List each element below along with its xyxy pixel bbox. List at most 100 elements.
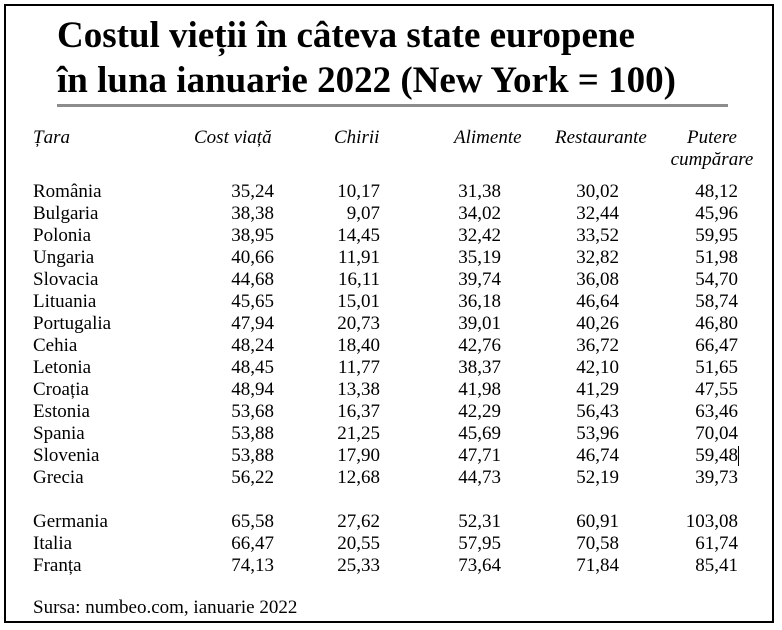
cell-food: 41,98 (458, 379, 501, 400)
table-row: Spania 53,88 21,25 45,69 53,96 70,04 (0, 423, 782, 445)
cell-country: Slovacia (33, 269, 99, 290)
cell-purchasing-power: 85,41 (695, 555, 738, 576)
title-underline (57, 104, 728, 107)
header-cost: Cost viață (194, 127, 272, 148)
cell-country: Croația (33, 379, 89, 400)
cell-country: Cehia (33, 335, 78, 356)
cell-purchasing-power: 70,04 (695, 423, 738, 444)
cell-cost: 65,58 (231, 511, 274, 532)
header-purchasing-power-line-2: cumpărare (670, 149, 754, 170)
cell-cost: 45,65 (231, 291, 274, 312)
cell-rent: 27,62 (337, 511, 380, 532)
cell-rent: 14,45 (337, 225, 380, 246)
header-country: Țara (33, 127, 70, 148)
cell-food: 47,71 (458, 445, 501, 466)
cell-food: 52,31 (458, 511, 501, 532)
cell-rent: 11,91 (337, 247, 380, 268)
cell-purchasing-power: 45,96 (695, 203, 738, 224)
cell-restaurants: 32,44 (576, 203, 619, 224)
title-line-2: în luna ianuarie 2022 (New York = 100) (57, 60, 676, 101)
cell-rent: 20,73 (337, 313, 380, 334)
cell-restaurants: 33,52 (576, 225, 619, 246)
cell-rent: 17,90 (337, 445, 380, 466)
cell-food: 32,42 (458, 225, 501, 246)
header-purchasing-power: Putere cumpărare (660, 127, 764, 171)
cell-restaurants: 71,84 (576, 555, 619, 576)
cell-rent: 13,38 (337, 379, 380, 400)
cell-rent: 10,17 (337, 181, 380, 202)
cell-rent: 11,77 (337, 357, 380, 378)
cell-purchasing-power: 51,98 (695, 247, 738, 268)
table-row: Franța 74,13 25,33 73,64 71,84 85,41 (0, 555, 782, 577)
header-restaurants: Restaurante (555, 127, 647, 148)
cell-country: Franța (33, 555, 82, 576)
table-row: Cehia 48,24 18,40 42,76 36,72 66,47 (0, 335, 782, 357)
cell-purchasing-power: 54,70 (695, 269, 738, 290)
cell-purchasing-power: 47,55 (695, 379, 738, 400)
table-row: Lituania 45,65 15,01 36,18 46,64 58,74 (0, 291, 782, 313)
cell-purchasing-power: 58,74 (695, 291, 738, 312)
cell-country: Portugalia (33, 313, 112, 334)
table-row: Slovacia 44,68 16,11 39,74 36,08 54,70 (0, 269, 782, 291)
cell-rent: 16,37 (337, 401, 380, 422)
cell-purchasing-power: 46,80 (695, 313, 738, 334)
page-title: Costul vieții în câteva state europene î… (57, 13, 676, 103)
cell-country: Grecia (33, 467, 84, 488)
cell-food: 42,29 (458, 401, 501, 422)
cell-food: 36,18 (458, 291, 501, 312)
cell-cost: 74,13 (231, 555, 274, 576)
table-row: Slovenia 53,88 17,90 47,71 46,74 59,48 (0, 445, 782, 467)
cell-food: 39,74 (458, 269, 501, 290)
cell-purchasing-power: 61,74 (695, 533, 738, 554)
cell-purchasing-power: 59,95 (695, 225, 738, 246)
table-row: Polonia 38,95 14,45 32,42 33,52 59,95 (0, 225, 782, 247)
cell-rent: 20,55 (337, 533, 380, 554)
cell-restaurants: 46,64 (576, 291, 619, 312)
cell-cost: 38,38 (231, 203, 274, 224)
cell-restaurants: 53,96 (576, 423, 619, 444)
cell-food: 38,37 (458, 357, 501, 378)
cell-cost: 47,94 (231, 313, 274, 334)
cell-country: Slovenia (33, 445, 100, 466)
cell-cost: 53,88 (231, 445, 274, 466)
title-line-1: Costul vieții în câteva state europene (57, 15, 635, 56)
cell-restaurants: 36,72 (576, 335, 619, 356)
table-row: Estonia 53,68 16,37 42,29 56,43 63,46 (0, 401, 782, 423)
cell-country: Bulgaria (33, 203, 99, 224)
cell-food: 39,01 (458, 313, 501, 334)
cell-purchasing-power: 59,48 (695, 445, 738, 466)
cell-restaurants: 46,74 (576, 445, 619, 466)
cell-food: 57,95 (458, 533, 501, 554)
cell-cost: 53,68 (231, 401, 274, 422)
cell-restaurants: 42,10 (576, 357, 619, 378)
cell-food: 34,02 (458, 203, 501, 224)
cell-restaurants: 41,29 (576, 379, 619, 400)
document-frame (4, 4, 774, 623)
cell-rent: 9,07 (346, 203, 380, 224)
header-rent: Chirii (334, 127, 380, 148)
cell-cost: 40,66 (231, 247, 274, 268)
cell-restaurants: 40,26 (576, 313, 619, 334)
cell-country: Italia (33, 533, 73, 554)
cell-rent: 15,01 (337, 291, 380, 312)
cell-food: 45,69 (458, 423, 501, 444)
cell-cost: 44,68 (231, 269, 274, 290)
cell-cost: 48,24 (231, 335, 274, 356)
cell-rent: 12,68 (337, 467, 380, 488)
table-row: Bulgaria 38,38 9,07 34,02 32,44 45,96 (0, 203, 782, 225)
cell-food: 44,73 (458, 467, 501, 488)
cell-food: 73,64 (458, 555, 501, 576)
cell-food: 35,19 (458, 247, 501, 268)
cell-country: Estonia (33, 401, 90, 422)
cell-cost: 66,47 (231, 533, 274, 554)
cell-country: Spania (33, 423, 85, 444)
cell-cost: 35,24 (231, 181, 274, 202)
cell-purchasing-power: 103,08 (685, 511, 738, 532)
cell-restaurants: 30,02 (576, 181, 619, 202)
cell-cost: 48,94 (231, 379, 274, 400)
cell-country: România (33, 181, 102, 202)
text-cursor (738, 446, 739, 466)
table-row: Grecia 56,22 12,68 44,73 52,19 39,73 (0, 467, 782, 489)
cell-restaurants: 60,91 (576, 511, 619, 532)
cell-purchasing-power: 63,46 (695, 401, 738, 422)
